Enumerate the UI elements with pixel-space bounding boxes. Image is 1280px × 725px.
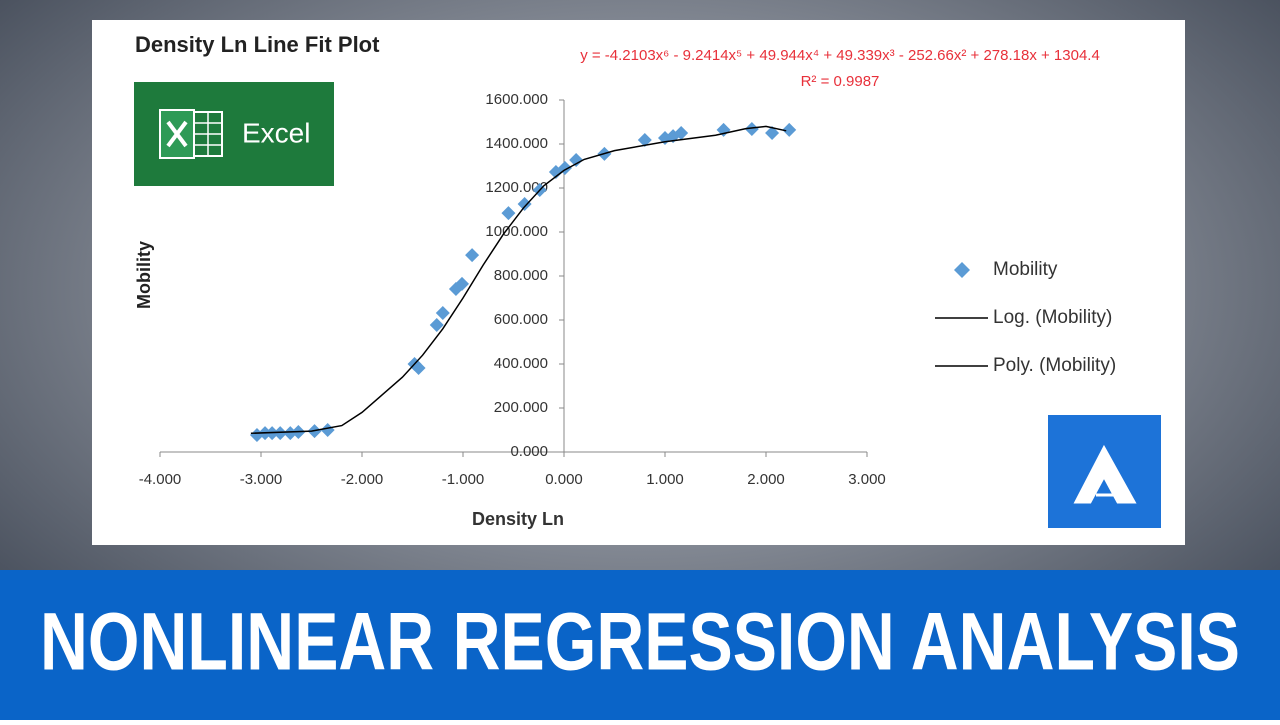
y-tick-label: 1400.000	[485, 135, 548, 152]
trend-line	[250, 125, 787, 435]
point	[273, 426, 288, 441]
x-tick-label: 0.000	[545, 471, 583, 488]
x-tick-label: -3.000	[240, 471, 283, 488]
y-tick-label: 1000.000	[485, 223, 548, 240]
point	[320, 423, 335, 437]
y-tick-label: 1200.000	[485, 179, 548, 196]
point	[435, 305, 450, 320]
point	[569, 153, 584, 168]
x-tick-label: -1.000	[442, 471, 485, 488]
plot: -4.000 -3.000 -2.000 -1.000 0.000 1.000 2.000 3…	[139, 91, 1116, 488]
excel-icon-x	[166, 120, 188, 148]
point	[517, 197, 532, 212]
chart-title: Density Ln Line Fit Plot	[135, 32, 380, 57]
y-axis-title: Mobility	[134, 241, 154, 309]
r-squared: R² = 0.9987	[801, 73, 880, 90]
point	[454, 276, 469, 291]
y-tick-label: 0.000	[510, 443, 548, 460]
banner	[0, 570, 1280, 720]
x-tick-label: 1.000	[646, 471, 684, 488]
point	[465, 248, 480, 263]
point	[744, 122, 759, 137]
banner-title: NONLINEAR REGRESSION ANALYSIS	[40, 597, 1240, 688]
point	[637, 133, 652, 148]
equation: y = -4.2103x⁶ - 9.2414x⁵ + 49.944x⁴ + 49…	[580, 47, 1100, 64]
point	[765, 126, 780, 140]
legend-label: Poly. (Mobility)	[993, 355, 1116, 376]
brand-logo-mark	[1073, 444, 1137, 504]
x-tick-label: -4.000	[139, 471, 182, 488]
legend-label: Log. (Mobility)	[993, 307, 1112, 328]
x-tick-label: 2.000	[747, 471, 785, 488]
point	[501, 206, 516, 221]
excel-logo-text: Excel	[242, 117, 310, 148]
legend-marker	[954, 262, 970, 278]
legend-label: Mobility	[993, 259, 1058, 280]
point	[782, 122, 797, 137]
y-tick-label: 800.000	[494, 267, 548, 284]
y-tick-label: 200.000	[494, 399, 548, 416]
y-tick-label: 400.000	[494, 355, 548, 372]
y-tick-label: 1600.000	[485, 91, 548, 108]
excel-logo: Excel	[134, 82, 334, 186]
x-axis-title: Density Ln	[472, 509, 564, 529]
point	[429, 318, 444, 333]
excel-icon-lines	[194, 112, 222, 156]
x-tick-label: 3.000	[848, 471, 886, 488]
x-tick-label: -2.000	[341, 471, 384, 488]
y-tick-label: 600.000	[494, 311, 548, 328]
brand-logo	[1048, 415, 1161, 528]
point	[674, 126, 689, 140]
